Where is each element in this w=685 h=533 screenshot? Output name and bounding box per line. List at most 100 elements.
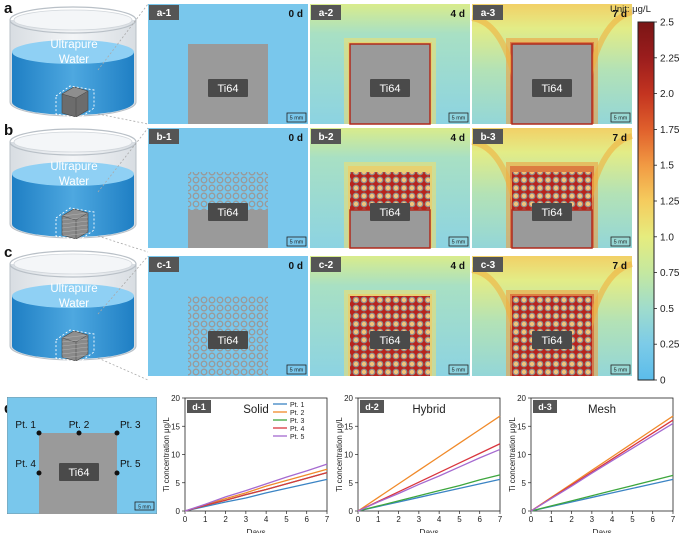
probe-point-label: Pt. 3 bbox=[120, 420, 141, 431]
beaker-liquid-label-line2: Water bbox=[58, 54, 90, 66]
beaker-liquid-label-line2: Water bbox=[58, 298, 90, 310]
sim-panel-b-3: Ti64 b-3 7 d 5 mm bbox=[471, 128, 633, 249]
chart-tag: d-2 bbox=[365, 402, 379, 412]
panel-tag: c-2 bbox=[319, 260, 334, 271]
x-tick-label: 7 bbox=[498, 515, 503, 524]
y-tick-label: 20 bbox=[344, 394, 353, 403]
x-tick-label: 6 bbox=[477, 515, 482, 524]
x-tick-label: 2 bbox=[396, 515, 401, 524]
y-axis-label: Ti concentration μg/L bbox=[162, 417, 171, 492]
sample-label: Ti64 bbox=[380, 207, 401, 219]
legend-label: Pt. 1 bbox=[290, 402, 305, 409]
legend-label: Pt. 3 bbox=[290, 418, 305, 425]
x-tick-label: 4 bbox=[610, 515, 615, 524]
scale-bar-label: 5 mm bbox=[614, 368, 628, 374]
probe-map-sample-label: Ti64 bbox=[69, 467, 90, 479]
x-tick-label: 1 bbox=[549, 515, 554, 524]
panel-tag: b-2 bbox=[319, 132, 334, 143]
colorbar-tick-label: 1.25 bbox=[660, 197, 680, 208]
sample-label: Ti64 bbox=[218, 83, 239, 95]
y-tick-label: 0 bbox=[176, 507, 181, 516]
y-tick-label: 15 bbox=[517, 422, 526, 431]
colorbar bbox=[637, 21, 655, 381]
x-tick-label: 6 bbox=[304, 515, 309, 524]
probe-point-label: Pt. 1 bbox=[15, 420, 36, 431]
colorbar-tick-label: 0.75 bbox=[660, 268, 680, 279]
sample-cube bbox=[55, 207, 95, 241]
y-tick-label: 5 bbox=[349, 479, 354, 488]
chart-d-1: 0 5 10 15 20 0 1 2 3 4 5 6 7 Days Ti concentration μg/… bbox=[162, 394, 330, 533]
x-tick-label: 0 bbox=[529, 515, 534, 524]
beaker-liquid-label-line2: Water bbox=[58, 176, 90, 188]
panel-tag: c-3 bbox=[481, 260, 496, 271]
sim-panel-c-1: Ti64 c-1 0 d 5 mm bbox=[148, 256, 308, 376]
x-tick-label: 1 bbox=[376, 515, 381, 524]
scale-bar-label: 5 mm bbox=[290, 116, 304, 122]
y-tick-label: 0 bbox=[349, 507, 354, 516]
x-axis-label: Days bbox=[246, 527, 265, 533]
row-label-a: a bbox=[4, 0, 13, 17]
x-tick-label: 3 bbox=[417, 515, 422, 524]
x-tick-label: 0 bbox=[356, 515, 361, 524]
panel-tag: a-1 bbox=[157, 8, 172, 19]
beaker-liquid-label-line1: Ultrapure bbox=[50, 39, 98, 51]
x-tick-label: 1 bbox=[203, 515, 208, 524]
x-tick-label: 7 bbox=[325, 515, 330, 524]
series-line-pt5 bbox=[184, 463, 328, 512]
day-label: 7 d bbox=[613, 9, 627, 20]
y-tick-label: 15 bbox=[171, 422, 180, 431]
chart-d-3: 0 5 10 15 20 0 1 2 3 4 5 6 7 Days Ti concentration μg/… bbox=[508, 394, 676, 533]
probe-point-label: Pt. 2 bbox=[69, 420, 90, 431]
series-line-pt4 bbox=[184, 471, 328, 512]
colorbar-tick-label: 2.25 bbox=[660, 53, 680, 64]
colorbar-tick-label: 0.5 bbox=[660, 304, 674, 315]
y-tick-label: 20 bbox=[171, 394, 180, 403]
day-label: 4 d bbox=[451, 261, 465, 272]
day-label: 7 d bbox=[613, 261, 627, 272]
x-tick-label: 3 bbox=[590, 515, 595, 524]
scale-bar-label: 5 mm bbox=[290, 240, 304, 246]
row-label-c: c bbox=[4, 244, 13, 261]
chart-d-2: 0 5 10 15 20 0 1 2 3 4 5 6 7 Days Ti concentration μg/… bbox=[335, 394, 503, 533]
probe-point-marker bbox=[114, 430, 120, 436]
colorbar-tick-label: 0 bbox=[660, 376, 666, 386]
probe-point-label: Pt. 5 bbox=[120, 459, 141, 470]
y-tick-label: 5 bbox=[522, 479, 527, 488]
colorbar-unit-label: Unit: μg/L bbox=[610, 4, 651, 15]
series-line-pt1 bbox=[184, 478, 328, 512]
x-tick-label: 7 bbox=[671, 515, 676, 524]
series-line-pt5 bbox=[357, 448, 501, 512]
probe-map-scale-bar: 5 mm bbox=[138, 505, 151, 511]
row-label-b: b bbox=[4, 122, 14, 139]
panel-tag: b-1 bbox=[157, 132, 172, 143]
scale-bar-label: 5 mm bbox=[614, 116, 628, 122]
sim-panel-a-3: Ti64 a-3 7 d 5 mm bbox=[471, 4, 633, 125]
colorbar-tick-label: 1.75 bbox=[660, 125, 680, 136]
y-tick-label: 10 bbox=[517, 451, 526, 460]
colorbar-tick-label: 0.25 bbox=[660, 340, 680, 351]
simulation-panels: Ti64 a-1 0 d 5 mm Ti64 a-2 4 d 5 mm Ti64 a-3 7 d 5 … bbox=[97, 3, 680, 386]
probe-point-marker bbox=[114, 470, 120, 476]
sample-label: Ti64 bbox=[380, 83, 401, 95]
sample-cube bbox=[55, 329, 95, 363]
x-axis-label: Days bbox=[419, 527, 438, 533]
x-tick-label: 2 bbox=[569, 515, 574, 524]
panel-tag: c-1 bbox=[157, 260, 172, 271]
scale-bar-label: 5 mm bbox=[452, 116, 466, 122]
sample-label: Ti64 bbox=[542, 335, 563, 347]
x-tick-label: 3 bbox=[244, 515, 249, 524]
scale-bar-label: 5 mm bbox=[452, 368, 466, 374]
chart-title: Mesh bbox=[588, 404, 616, 416]
sim-panel-c-3: Ti64 c-3 7 d 5 mm bbox=[471, 256, 633, 377]
sample-label: Ti64 bbox=[380, 335, 401, 347]
y-axis-label: Ti concentration μg/L bbox=[335, 417, 344, 492]
y-tick-label: 5 bbox=[176, 479, 181, 488]
sim-panel-a-2: Ti64 a-2 4 d 5 mm bbox=[310, 4, 470, 125]
colorbar-tick-label: 2.5 bbox=[660, 18, 674, 29]
sim-panel-c-2: Ti64 c-2 4 d 5 mm bbox=[310, 256, 470, 376]
x-tick-label: 4 bbox=[264, 515, 269, 524]
scale-bar-label: 5 mm bbox=[452, 240, 466, 246]
colorbar-tick-label: 2.0 bbox=[660, 89, 674, 100]
sim-panel-b-2: Ti64 b-2 4 d 5 mm bbox=[310, 128, 470, 249]
beaker-liquid-label-line1: Ultrapure bbox=[50, 161, 98, 173]
